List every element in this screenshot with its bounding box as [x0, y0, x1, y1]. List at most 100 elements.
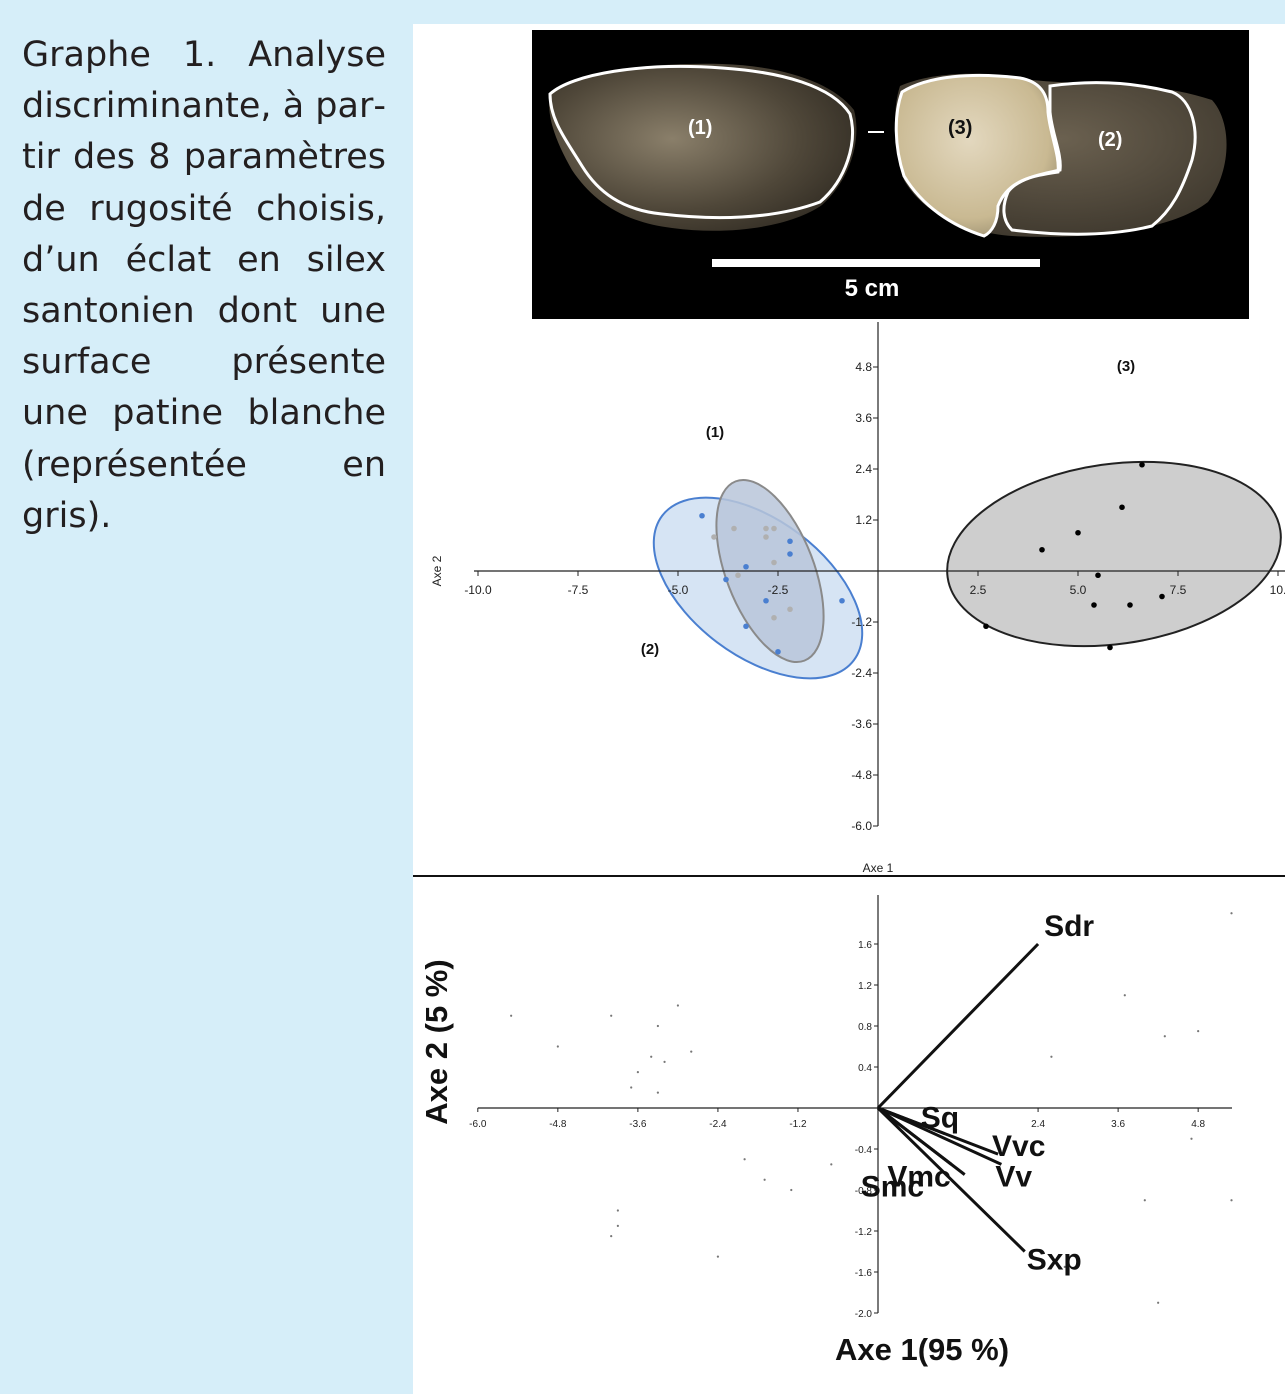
data-point-group-3: [1139, 461, 1145, 468]
y-tick-label: -3.6: [851, 717, 872, 731]
pca-x-axis-title: Axe 1(95 %): [835, 1332, 1009, 1367]
pca-data-point: [1163, 1035, 1166, 1038]
pca-data-point: [1050, 1055, 1053, 1058]
x-tick-label: 5.0: [1070, 583, 1087, 597]
data-point-group-1: [771, 614, 777, 621]
pca-data-point: [510, 1014, 513, 1017]
loading-label-vvc: Vvc: [992, 1130, 1045, 1163]
pca-data-point: [743, 1158, 746, 1161]
data-point-group-2: [699, 512, 705, 519]
loading-vector-smc: [877, 1106, 966, 1176]
pca-y-tick-label: -2.0: [855, 1309, 873, 1320]
y-tick-label: -2.4: [851, 666, 872, 680]
pca-y-tick-label: -1.2: [855, 1227, 873, 1238]
pca-data-point: [663, 1060, 666, 1063]
data-point-group-2: [763, 597, 769, 604]
pca-y-tick-label: 1.6: [858, 940, 872, 951]
y-axis-title: Axe 2: [430, 555, 444, 586]
data-point-group-2: [743, 563, 749, 570]
data-point-group-1: [771, 559, 777, 566]
pca-data-point: [1230, 1199, 1233, 1202]
y-tick-label: -4.8: [851, 768, 872, 782]
flint-flake-photo: (1) (3) (2) 5 cm: [532, 30, 1249, 319]
data-point-group-1: [763, 525, 769, 532]
chart-divider: [413, 875, 1285, 877]
pca-y-tick-label: -1.6: [855, 1268, 873, 1279]
scale-bar-label: 5 cm: [845, 275, 900, 302]
data-point-group-1: [787, 606, 793, 613]
pca-data-point: [610, 1014, 613, 1017]
pca-data-point: [1197, 1030, 1200, 1033]
pca-data-point: [1143, 1199, 1146, 1202]
data-point-group-2: [839, 597, 845, 604]
photo-region-label-3: (3): [948, 117, 972, 139]
x-tick-label: -10.0: [464, 583, 492, 597]
pca-y-tick-label: -0.8: [855, 1186, 873, 1197]
pca-x-tick-label: 2.4: [1031, 1119, 1045, 1130]
y-tick-label: 3.6: [855, 411, 872, 425]
data-point-group-2: [775, 648, 781, 655]
data-point-group-3: [1107, 644, 1113, 651]
data-point-group-3: [1127, 602, 1133, 608]
x-tick-label: 10.: [1270, 583, 1285, 597]
pca-y-axis-title: Axe 2 (5 %): [419, 959, 454, 1124]
loading-label-sdr: Sdr: [1044, 910, 1094, 943]
y-tick-label: 4.8: [855, 360, 872, 374]
loading-vector-sxp: [876, 1106, 1026, 1253]
y-tick-label: 2.4: [855, 462, 872, 476]
pca-data-point: [1123, 994, 1126, 997]
pca-data-point: [556, 1045, 559, 1048]
region-outline-2: [1002, 81, 1197, 236]
data-point-group-1: [771, 525, 777, 532]
data-point-group-2: [723, 576, 729, 583]
data-point-group-3: [983, 623, 989, 630]
data-point-group-1: [735, 572, 741, 579]
pca-x-tick-label: -1.2: [789, 1119, 807, 1130]
pca-y-tick-label: 0.8: [858, 1022, 872, 1033]
data-point-group-2: [787, 551, 793, 557]
pca-x-tick-label: -3.6: [629, 1119, 647, 1130]
pca-y-tick-label: -0.4: [855, 1145, 873, 1156]
data-point-group-1: [731, 525, 737, 532]
x-tick-label: -5.0: [668, 583, 689, 597]
pca-data-point: [716, 1255, 720, 1258]
group-label-3: (3): [1117, 358, 1135, 375]
data-point-group-3: [1075, 529, 1081, 536]
photo-region-label-2: (2): [1098, 129, 1122, 151]
flake-left-shape: [549, 63, 857, 231]
data-point-group-3: [1095, 572, 1101, 579]
pca-data-point: [630, 1086, 633, 1089]
photo-drawing: (1) (3) (2) 5 cm: [548, 63, 1227, 302]
data-point-group-3: [1039, 546, 1045, 553]
data-point-group-3: [1159, 593, 1165, 600]
loading-vector-vv: [877, 1106, 1003, 1166]
pca-x-tick-label: -4.8: [549, 1119, 567, 1130]
pca-data-point: [1063, 1265, 1066, 1268]
pca-x-tick-label: -2.4: [709, 1119, 727, 1130]
region-patina-3: [896, 75, 1059, 236]
group-ellipse-3: [946, 460, 1282, 648]
pca-data-point: [1230, 912, 1233, 915]
pca-data-point: [616, 1209, 619, 1212]
data-point-group-2: [743, 623, 749, 630]
photo-region-label-1: (1): [688, 117, 712, 139]
x-tick-label: -7.5: [568, 583, 589, 597]
discriminant-analysis-chart: -10.0 -7.5 -5.0 -2.5 2.5 5.0 7.5 10. 4.8 3.6 2.4 1.…: [430, 322, 1285, 875]
pca-data-point: [616, 1224, 619, 1227]
top-band: [0, 0, 1285, 24]
pca-data-point: [763, 1178, 766, 1181]
pca-data-point: [656, 1024, 659, 1028]
loading-label-vmc: Vmc: [887, 1160, 950, 1193]
pca-x-tick-label: 3.6: [1111, 1119, 1125, 1130]
pca-data-point: [1157, 1301, 1160, 1304]
pca-data-point: [636, 1071, 639, 1074]
pca-y-tick-label: 0.4: [858, 1063, 872, 1074]
pca-data-point: [690, 1050, 693, 1053]
data-point-group-1: [763, 534, 769, 540]
y-tick-label: 1.2: [855, 513, 872, 527]
data-point-group-3: [1091, 602, 1097, 608]
loading-label-sq: Sq: [921, 1102, 959, 1135]
data-point-group-2: [787, 538, 793, 545]
pca-y-tick-label: 1.2: [858, 981, 872, 992]
loading-vector-sdr: [876, 942, 1040, 1110]
